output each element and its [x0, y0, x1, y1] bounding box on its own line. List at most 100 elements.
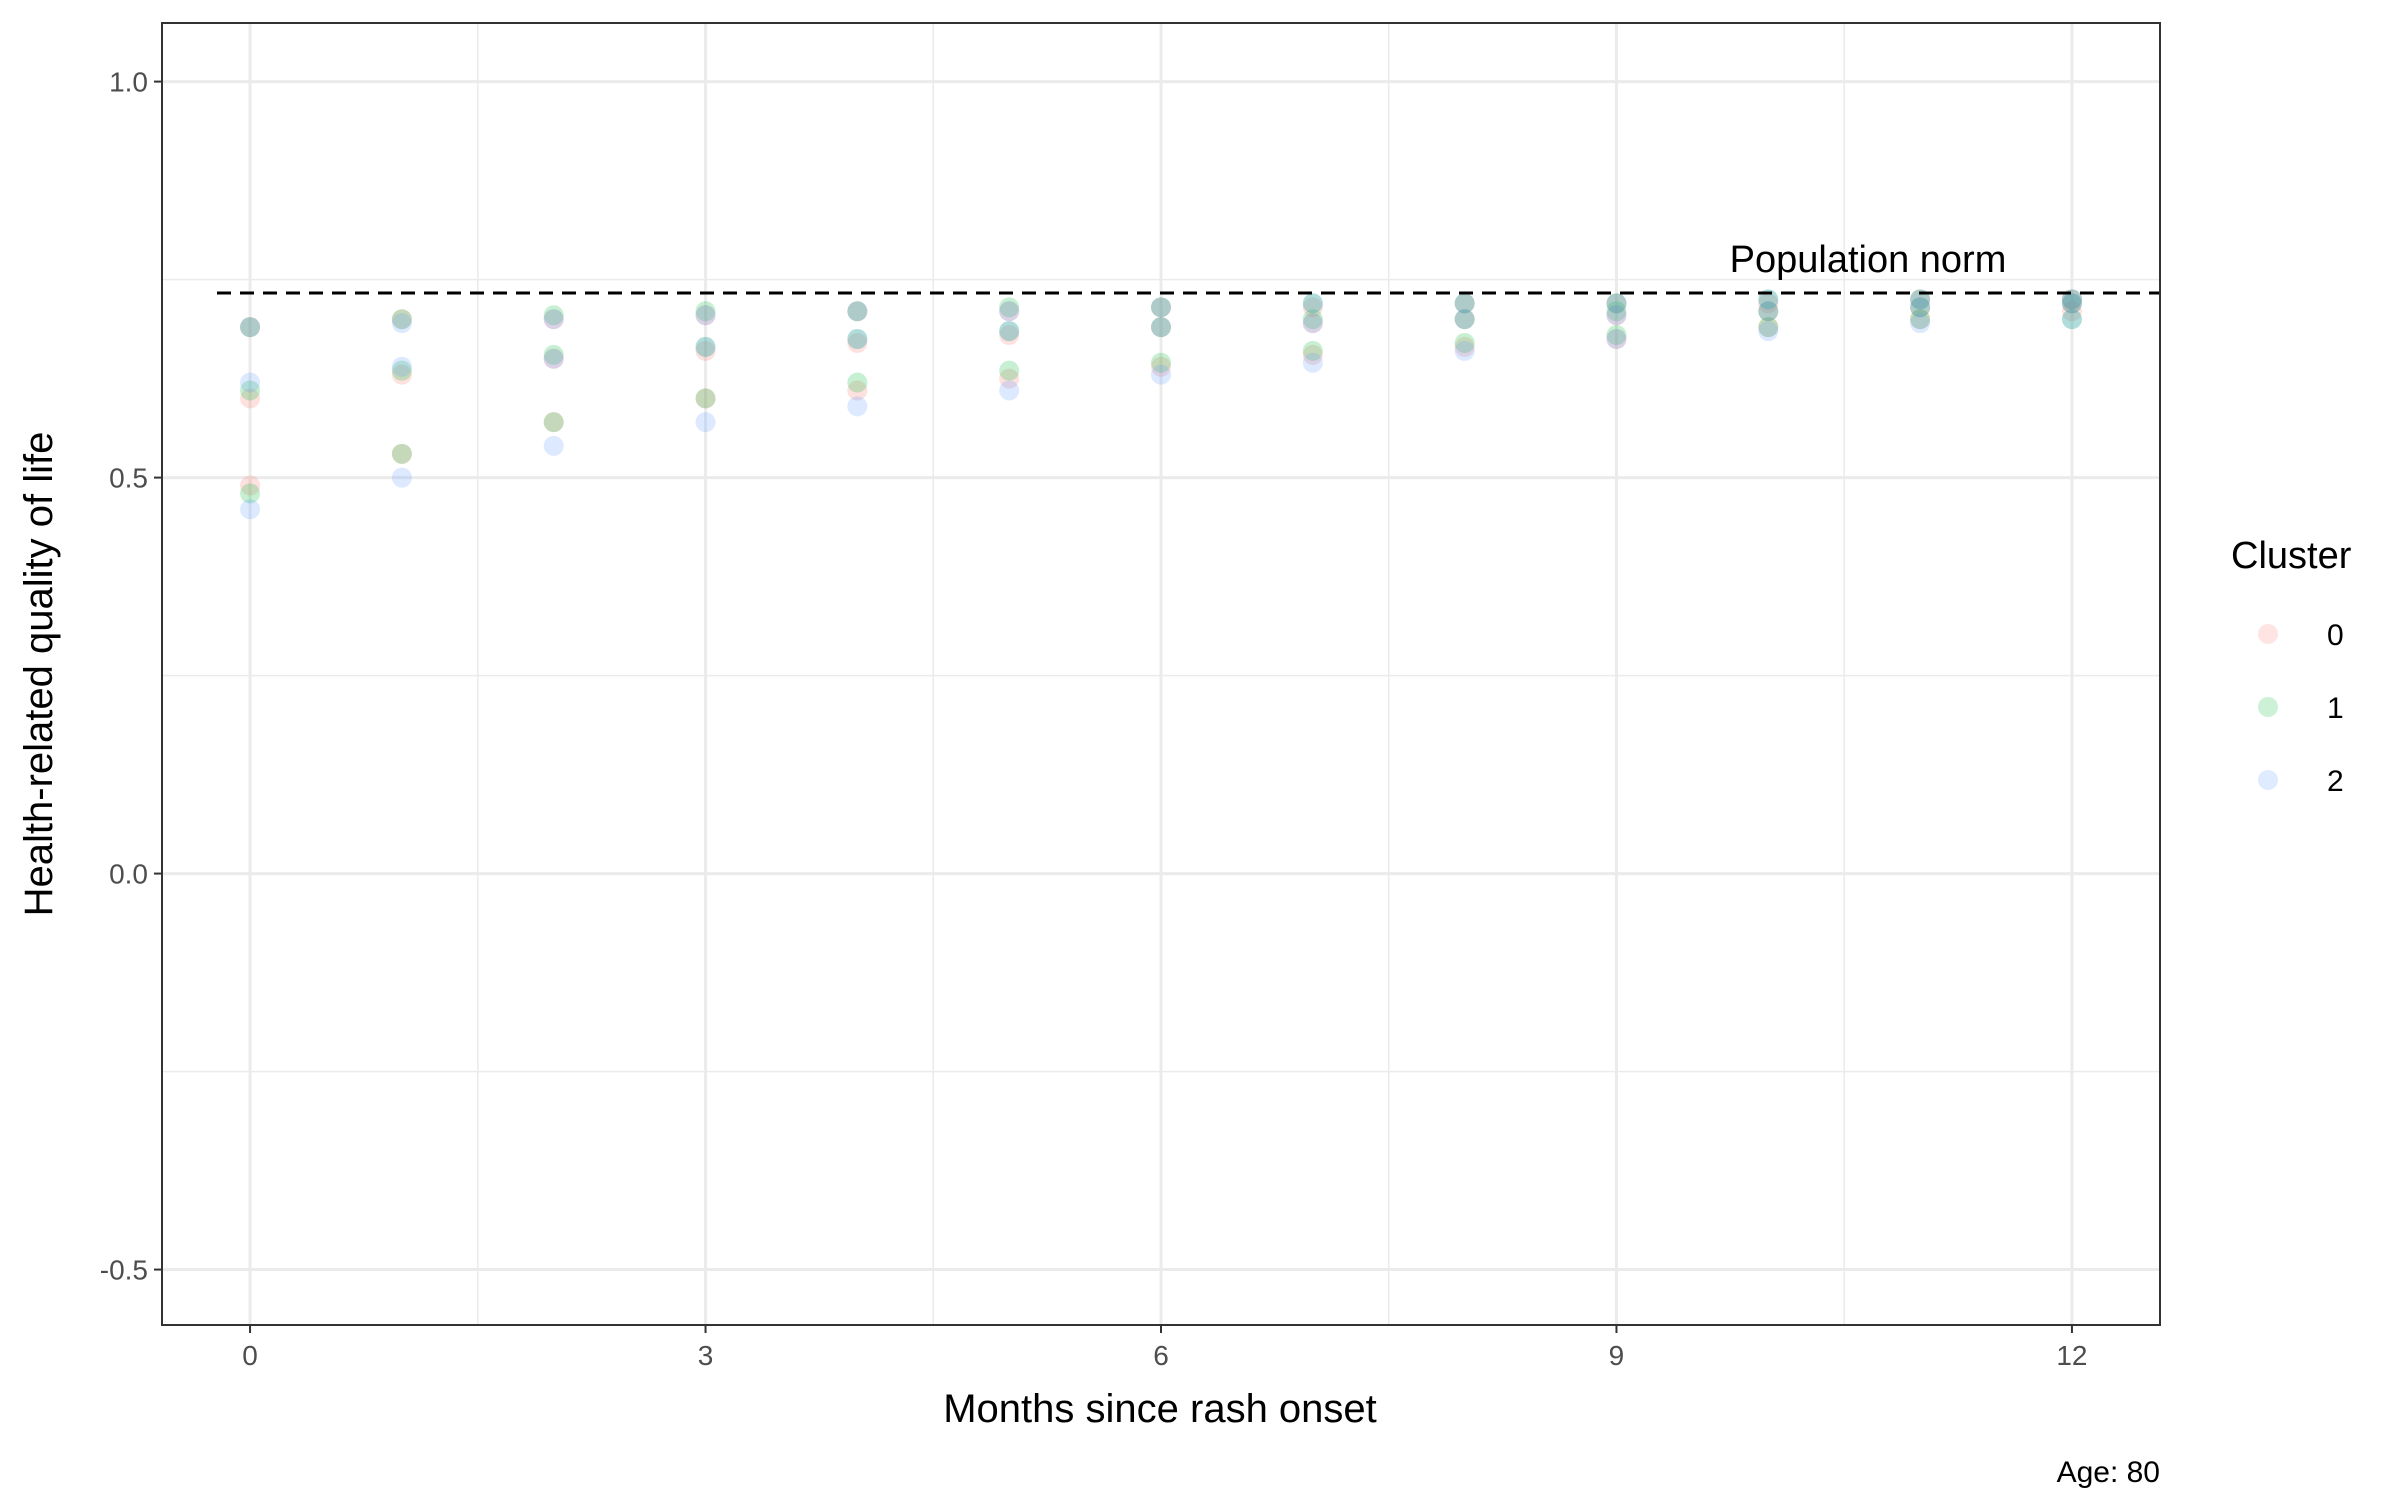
- data-point: [543, 309, 564, 330]
- data-point: [999, 321, 1020, 342]
- data-point: [391, 443, 412, 464]
- data-point: [1606, 293, 1627, 314]
- data-point: [1302, 352, 1323, 373]
- data-point: [240, 483, 261, 504]
- data-point: [695, 388, 716, 409]
- panel-border: [161, 22, 2161, 1326]
- data-point: [999, 321, 1020, 342]
- data-point: [1758, 301, 1779, 322]
- data-point: [847, 328, 868, 349]
- data-point: [1151, 317, 1171, 338]
- data-point: [240, 499, 261, 520]
- x-tick-label: 9: [1609, 1340, 1625, 1371]
- y-tick-label: 0.5: [109, 463, 148, 494]
- data-point: [543, 305, 564, 326]
- data-point: [240, 380, 261, 401]
- data-point: [1454, 293, 1475, 314]
- data-point: [240, 317, 261, 338]
- data-point: [391, 364, 412, 385]
- data-point: [240, 475, 261, 496]
- data-point: [847, 372, 868, 393]
- data-point: [1302, 340, 1323, 361]
- y-axis-title: Health-related quality of life: [17, 432, 61, 917]
- reference-label: Population norm: [1730, 239, 2007, 281]
- data-point: [240, 372, 261, 393]
- data-point: [1606, 325, 1627, 346]
- data-point: [1606, 328, 1627, 349]
- data-point: [999, 297, 1020, 318]
- data-point: [695, 336, 716, 357]
- data-point: [695, 388, 716, 409]
- data-point: [391, 443, 412, 464]
- data-point: [1454, 309, 1475, 330]
- data-point: [1302, 293, 1323, 314]
- data-point: [1606, 305, 1627, 326]
- data-point: [1151, 297, 1171, 318]
- data-point: [1910, 309, 1931, 330]
- data-point: [695, 412, 716, 433]
- data-point: [1758, 317, 1779, 338]
- data-point: [1758, 301, 1779, 322]
- data-point: [543, 412, 564, 433]
- data-point: [1302, 313, 1323, 334]
- data-point: [391, 356, 412, 377]
- data-point: [1758, 321, 1779, 342]
- data-point: [1302, 309, 1323, 330]
- data-point: [391, 313, 412, 334]
- data-point: [391, 467, 412, 488]
- data-point: [543, 309, 564, 330]
- data-point: [847, 301, 868, 322]
- data-point: [2061, 293, 2082, 314]
- x-tick-label: 6: [1153, 1340, 1169, 1371]
- data-point: [1910, 313, 1931, 334]
- x-axis-title: Months since rash onset: [943, 1387, 1377, 1431]
- data-point: [695, 340, 716, 361]
- legend-label: 0: [2327, 619, 2344, 652]
- data-point: [1606, 293, 1627, 314]
- data-point: [2061, 293, 2082, 314]
- data-point: [695, 305, 716, 326]
- data-point: [240, 317, 261, 338]
- data-point: [999, 368, 1020, 389]
- legend-label: 2: [2327, 765, 2344, 798]
- data-point: [1454, 340, 1475, 361]
- data-point: [543, 348, 564, 369]
- data-point: [1606, 328, 1627, 349]
- data-point: [543, 348, 564, 369]
- data-point: [1454, 309, 1475, 330]
- data-point: [847, 301, 868, 322]
- caption: Age: 80: [2057, 1456, 2160, 1489]
- y-tick-label: 0.0: [109, 859, 148, 890]
- data-point: [2061, 301, 2082, 322]
- data-point: [1910, 297, 1931, 318]
- data-point: [1454, 336, 1475, 357]
- data-point: [1151, 297, 1171, 318]
- data-point: [695, 336, 716, 357]
- legend-label: 1: [2327, 692, 2344, 725]
- data-point: [2061, 293, 2082, 314]
- data-point: [1454, 293, 1475, 314]
- data-point: [1758, 317, 1779, 338]
- y-tick-label: 1.0: [109, 67, 148, 98]
- data-point: [1454, 293, 1475, 314]
- data-point: [1910, 309, 1931, 330]
- data-point: [1151, 352, 1171, 373]
- data-point: [1151, 364, 1171, 385]
- y-tick-label: -0.5: [100, 1255, 148, 1286]
- x-tick-label: 3: [698, 1340, 714, 1371]
- data-point: [1454, 309, 1475, 330]
- data-point: [695, 305, 716, 326]
- data-point: [1454, 332, 1475, 353]
- data-point: [847, 380, 868, 401]
- data-point: [1302, 293, 1323, 314]
- data-point: [1606, 301, 1627, 322]
- legend-key: [2258, 624, 2278, 644]
- data-point: [999, 380, 1020, 401]
- x-tick-label: 0: [242, 1340, 258, 1371]
- x-tick-label: 12: [2056, 1340, 2087, 1371]
- data-point: [1302, 313, 1323, 334]
- data-point: [847, 301, 868, 322]
- data-point: [1151, 317, 1171, 338]
